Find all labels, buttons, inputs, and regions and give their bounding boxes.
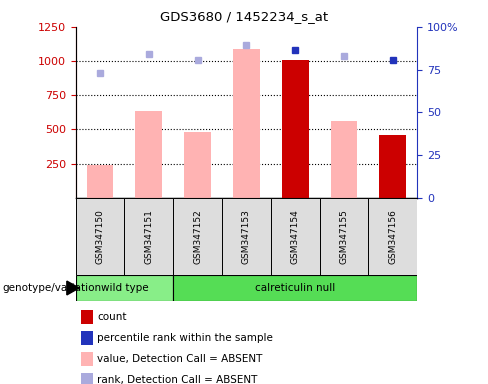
Text: GSM347153: GSM347153: [242, 209, 251, 263]
Bar: [368, 198, 417, 275]
Text: GSM347152: GSM347152: [193, 209, 202, 263]
Bar: [282, 60, 309, 198]
Bar: [331, 121, 358, 198]
Bar: [184, 132, 211, 198]
Bar: [173, 198, 222, 275]
Bar: [76, 275, 173, 301]
Text: GSM347151: GSM347151: [144, 209, 153, 263]
Text: wild type: wild type: [101, 283, 148, 293]
Text: calreticulin null: calreticulin null: [255, 283, 335, 293]
Bar: [136, 111, 163, 198]
Bar: [320, 198, 368, 275]
Bar: [222, 198, 271, 275]
Text: GSM347156: GSM347156: [388, 209, 397, 263]
Text: GDS3680 / 1452234_s_at: GDS3680 / 1452234_s_at: [160, 10, 328, 23]
Bar: [233, 49, 260, 198]
Text: rank, Detection Call = ABSENT: rank, Detection Call = ABSENT: [97, 375, 258, 384]
Text: count: count: [97, 312, 126, 322]
Text: genotype/variation: genotype/variation: [2, 283, 102, 293]
Bar: [76, 198, 124, 275]
Text: GSM347155: GSM347155: [340, 209, 348, 263]
Polygon shape: [67, 281, 79, 295]
Text: GSM347154: GSM347154: [291, 209, 300, 263]
Bar: [124, 198, 173, 275]
Text: percentile rank within the sample: percentile rank within the sample: [97, 333, 273, 343]
Bar: [87, 165, 114, 198]
Bar: [380, 135, 407, 198]
Text: value, Detection Call = ABSENT: value, Detection Call = ABSENT: [97, 354, 263, 364]
Text: GSM347150: GSM347150: [96, 209, 104, 263]
Bar: [173, 275, 417, 301]
Bar: [271, 198, 320, 275]
